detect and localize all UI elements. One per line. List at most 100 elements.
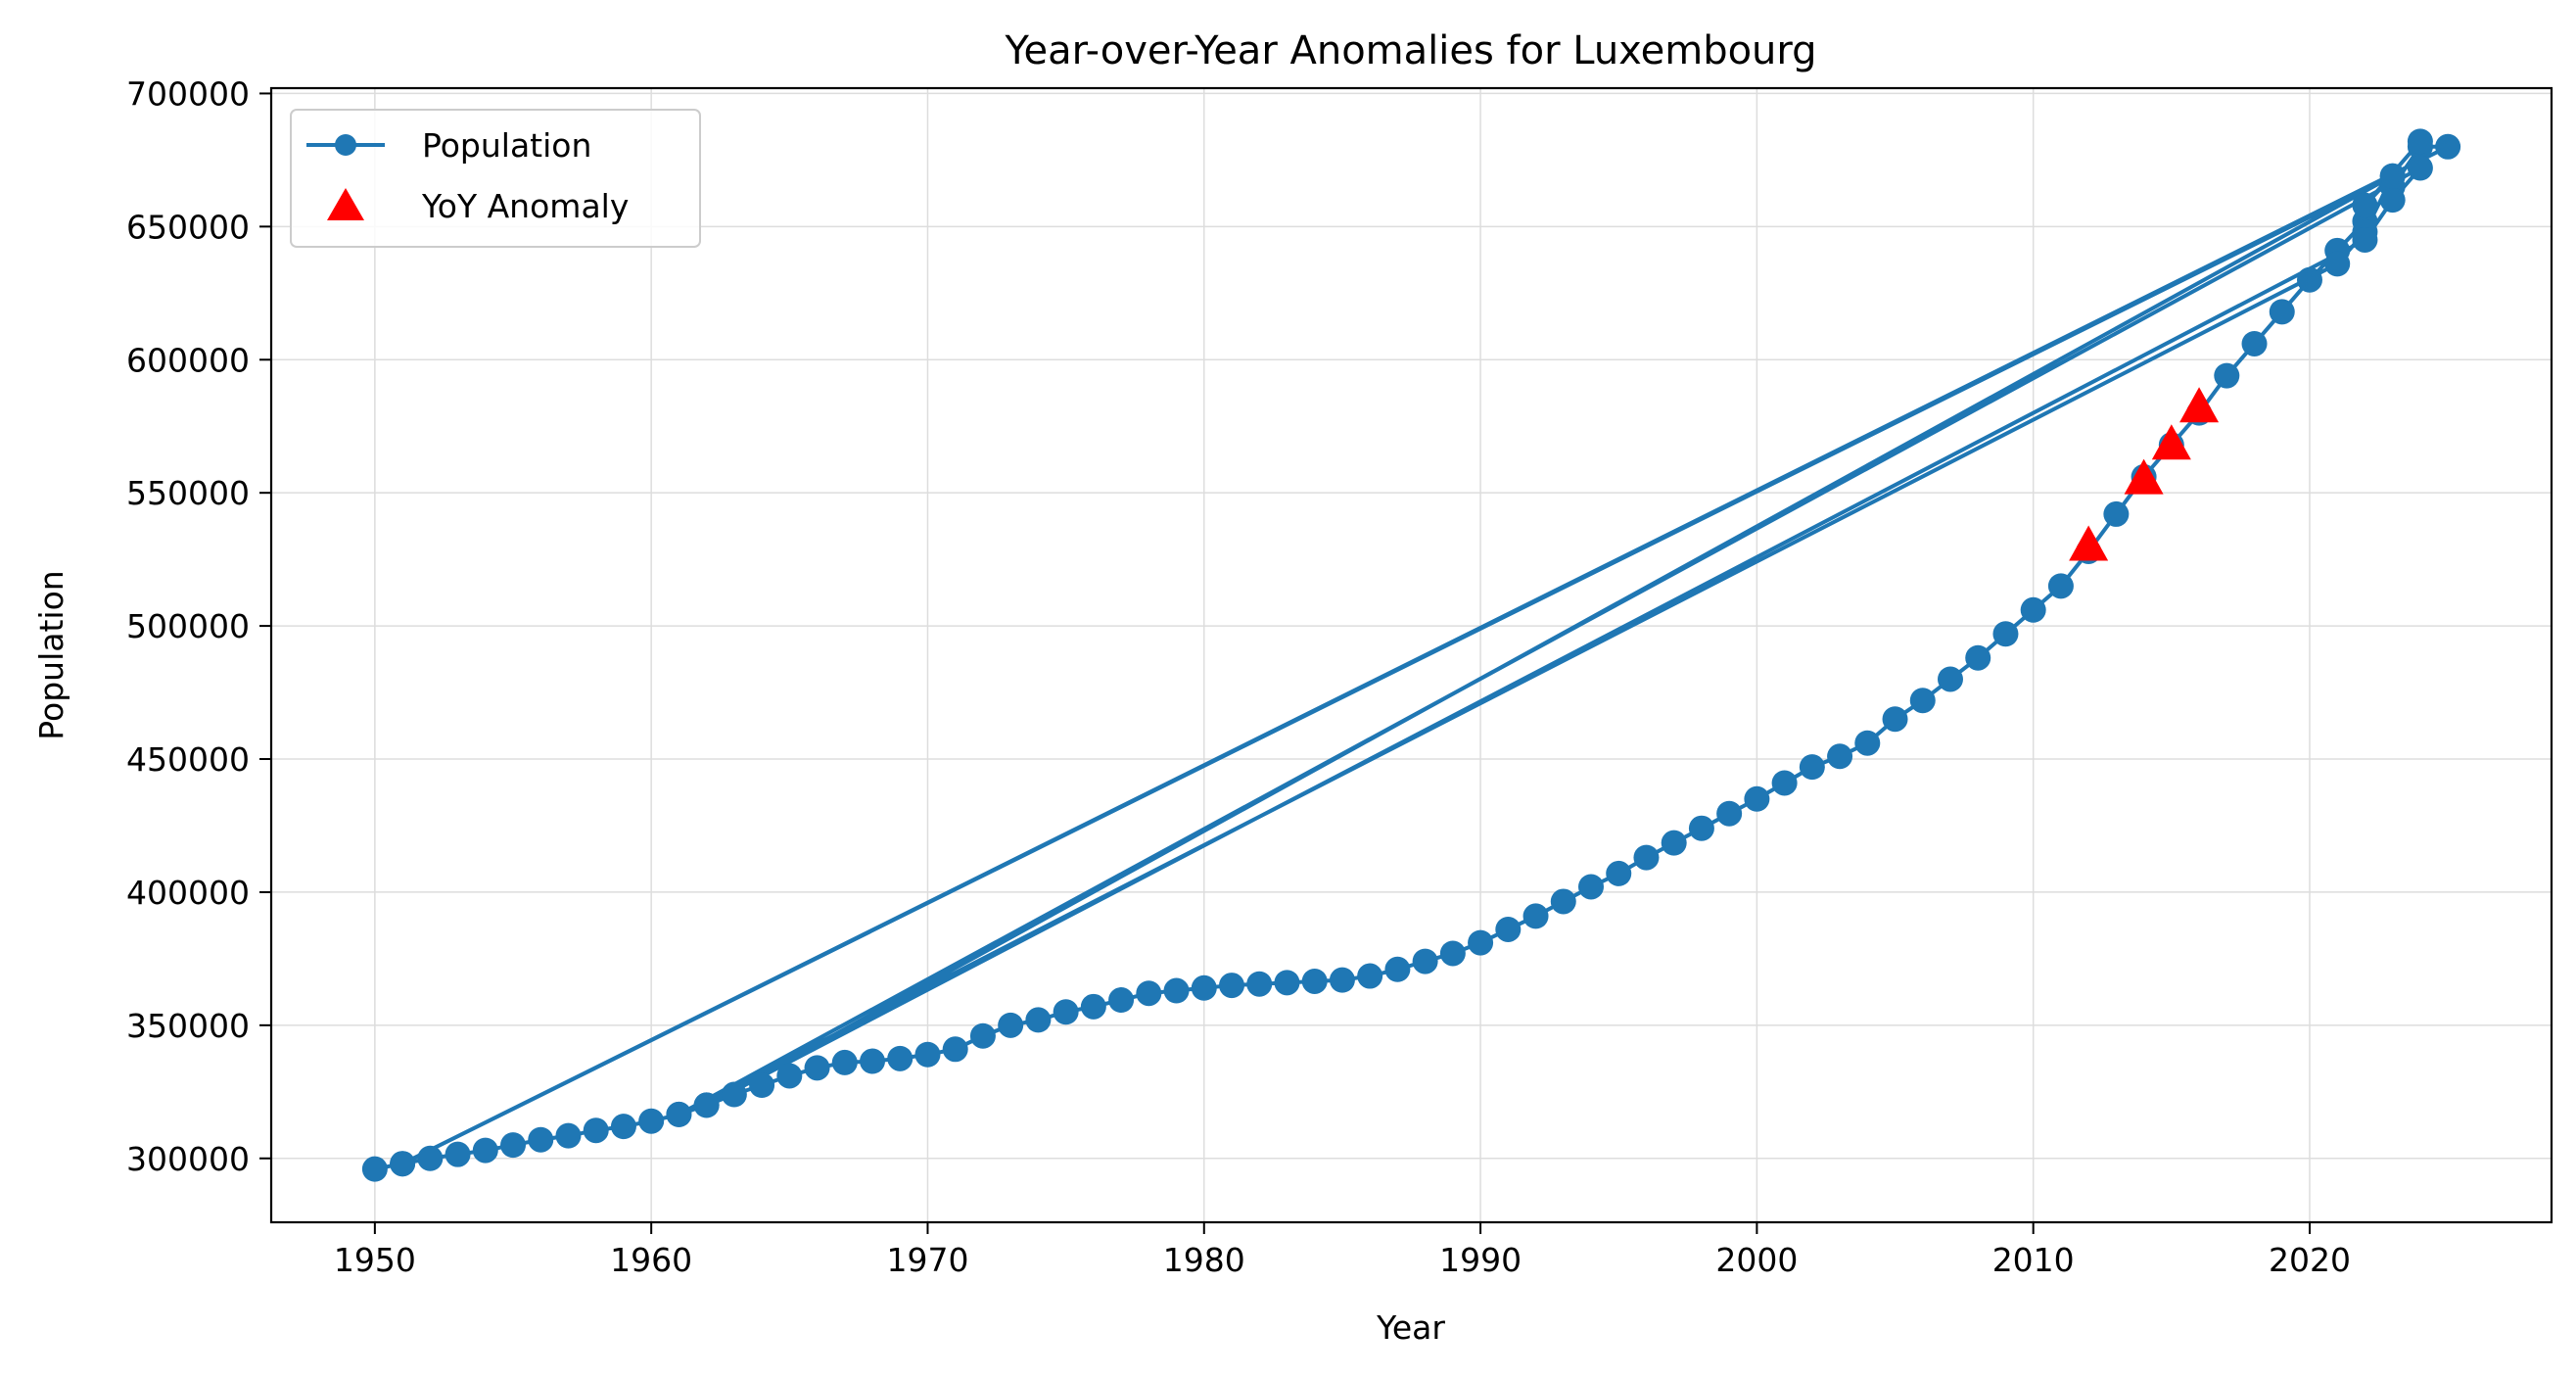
population-point — [1577, 874, 1604, 900]
population-point — [445, 1141, 471, 1167]
population-point — [1937, 666, 1963, 692]
population-point — [2352, 192, 2378, 218]
y-tick-label: 700000 — [126, 74, 250, 113]
population-point — [2407, 155, 2433, 181]
population-line — [374, 140, 2451, 1171]
population-point — [1495, 916, 1522, 942]
x-tick-label: 1970 — [886, 1241, 968, 1279]
population-point — [610, 1114, 636, 1140]
population-point — [1329, 967, 1355, 993]
legend-label-anomaly: YoY Anomaly — [421, 187, 629, 225]
population-point — [1965, 644, 1991, 671]
population-point — [1716, 800, 1743, 827]
population-point — [1550, 888, 1576, 915]
population-point — [2435, 133, 2461, 160]
population-point — [1744, 785, 1770, 812]
population-point — [1080, 993, 1106, 1020]
population-point — [1246, 971, 1273, 997]
population-point — [721, 1081, 747, 1108]
population-point — [1439, 940, 1466, 967]
x-tick-label: 1960 — [610, 1241, 692, 1279]
y-tick-label: 550000 — [126, 474, 250, 512]
y-tick-label: 450000 — [126, 740, 250, 779]
population-point — [804, 1055, 830, 1081]
population-point — [1854, 730, 1881, 756]
plot-series — [361, 128, 2461, 1182]
population-point — [2047, 573, 2074, 599]
legend: Population YoY Anomaly — [290, 109, 701, 248]
population-point — [2241, 330, 2268, 356]
population-point — [666, 1101, 692, 1127]
population-point — [1992, 621, 2019, 647]
x-tick-label: 2010 — [1992, 1241, 2075, 1279]
legend-entry-anomaly: YoY Anomaly — [327, 187, 629, 225]
population-point — [1025, 1007, 1052, 1033]
population-point — [417, 1145, 444, 1171]
anomaly-marker — [2151, 424, 2191, 460]
population-point — [2103, 500, 2130, 527]
legend-box — [290, 109, 701, 248]
population-point — [1688, 815, 1714, 841]
population-point — [1522, 903, 1549, 929]
population-point — [1412, 948, 1438, 974]
population-point — [528, 1126, 554, 1153]
population-point — [1274, 970, 1300, 996]
population-point — [942, 1036, 968, 1063]
population-point — [2296, 266, 2322, 293]
population-point — [1357, 963, 1383, 989]
population-point — [1301, 968, 1328, 994]
population-point — [2379, 187, 2406, 214]
population-point — [776, 1063, 803, 1089]
population-point — [914, 1041, 941, 1068]
anomaly-marker — [2179, 387, 2220, 423]
population-point — [1384, 956, 1411, 982]
y-tick-label: 300000 — [126, 1140, 250, 1178]
population-point — [1771, 770, 1798, 796]
y-tick-label: 650000 — [126, 208, 250, 246]
legend-entry-population: Population — [306, 126, 591, 165]
population-point — [2407, 128, 2433, 155]
population-point — [1661, 830, 1687, 856]
population-point — [693, 1092, 720, 1118]
population-point — [2352, 226, 2378, 253]
y-axis: 300000 350000 400000 450000 500000 550000 6000… — [126, 74, 271, 1178]
population-point — [2324, 251, 2351, 277]
population-point — [1136, 980, 1162, 1007]
y-axis-label: Population — [32, 570, 70, 739]
x-tick-label: 2020 — [2269, 1241, 2351, 1279]
population-point — [2269, 299, 2295, 325]
x-tick-label: 1980 — [1163, 1241, 1245, 1279]
population-point — [1053, 999, 1079, 1025]
population-point — [749, 1072, 775, 1099]
population-point — [1191, 974, 1217, 1001]
anomaly-marker — [2124, 458, 2164, 495]
x-axis: 1950 1960 1970 1980 1990 2000 2010 2020 — [334, 1222, 2351, 1279]
population-point — [1799, 754, 1825, 781]
population-point — [831, 1049, 858, 1075]
population-point — [969, 1022, 996, 1049]
population-point — [638, 1108, 665, 1134]
legend-label-population: Population — [422, 126, 591, 165]
population-point — [998, 1012, 1024, 1038]
population-point — [1909, 688, 1936, 714]
population-point — [2379, 163, 2406, 189]
y-tick-label: 500000 — [126, 607, 250, 645]
population-point — [1108, 987, 1135, 1014]
x-tick-label: 1990 — [1439, 1241, 1522, 1279]
population-point — [1163, 977, 1190, 1004]
legend-marker-population — [335, 134, 356, 156]
population-point — [583, 1117, 609, 1144]
plot-frame — [269, 86, 2553, 1224]
y-tick-label: 400000 — [126, 874, 250, 912]
population-point — [390, 1151, 416, 1177]
y-tick-label: 600000 — [126, 341, 250, 379]
y-tick-label: 350000 — [126, 1007, 250, 1045]
population-point — [2214, 362, 2240, 389]
population-point — [1606, 860, 1632, 886]
population-point — [500, 1132, 527, 1159]
x-tick-label: 2000 — [1715, 1241, 1798, 1279]
x-axis-label: Year — [1376, 1308, 1445, 1347]
x-tick-label: 1950 — [334, 1241, 416, 1279]
population-point — [2020, 596, 2046, 623]
